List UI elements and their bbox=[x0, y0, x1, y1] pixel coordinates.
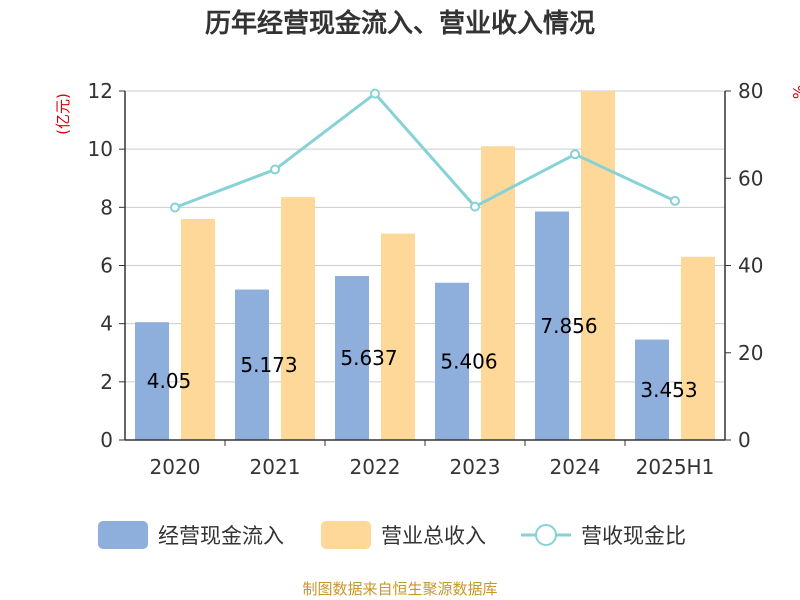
bar-cash-inflow bbox=[435, 282, 469, 440]
x-tick-label: 2023 bbox=[450, 455, 501, 479]
left-tick-label: 8 bbox=[100, 195, 113, 219]
bar-revenue bbox=[381, 233, 415, 440]
x-tick-label: 2021 bbox=[250, 455, 301, 479]
left-tick-label: 10 bbox=[88, 137, 113, 161]
bar-cash-inflow bbox=[335, 276, 369, 440]
bar-revenue bbox=[581, 91, 615, 440]
x-tick-label: 2022 bbox=[350, 455, 401, 479]
left-tick-label: 6 bbox=[100, 254, 113, 278]
right-tick-label: 20 bbox=[738, 341, 763, 365]
ratio-point bbox=[470, 201, 480, 212]
x-tick-label: 2025H1 bbox=[636, 455, 715, 479]
left-tick-label: 2 bbox=[100, 370, 113, 394]
data-label-cash-inflow: 4.05 bbox=[147, 369, 192, 393]
chart-title: 历年经营现金流入、营业收入情况 bbox=[205, 8, 595, 39]
ratio-point bbox=[370, 88, 380, 99]
data-source-note: 制图数据来自恒生聚源数据库 bbox=[302, 580, 497, 598]
ratio-point bbox=[670, 195, 680, 206]
ratio-line bbox=[174, 91, 676, 209]
bar-cash-inflow bbox=[635, 339, 669, 440]
x-tick-label: 2024 bbox=[550, 455, 601, 479]
bar-cash-inflow bbox=[235, 289, 269, 440]
legend-label-ratio: 营收现金比 bbox=[581, 524, 686, 548]
bar-revenue bbox=[681, 256, 715, 440]
bar-cash-inflow bbox=[135, 322, 169, 440]
bar-revenue bbox=[481, 146, 515, 440]
bars bbox=[135, 91, 715, 440]
right-tick-label: 80 bbox=[738, 79, 763, 103]
legend-item-ratio[interactable]: 营收现金比 bbox=[521, 524, 686, 548]
legend-marker-ratio bbox=[535, 524, 557, 546]
bar-cash-inflow bbox=[535, 211, 569, 440]
legend-item-revenue[interactable]: 营业总收入 bbox=[321, 521, 486, 549]
bar-revenue bbox=[181, 218, 215, 440]
right-axis: 0 20 40 60 80 bbox=[725, 79, 763, 452]
x-axis: 2020 2021 2022 2023 2024 2025H1 bbox=[150, 440, 715, 479]
legend-swatch-cash-inflow bbox=[98, 521, 148, 549]
data-label-cash-inflow: 5.406 bbox=[440, 349, 497, 373]
left-tick-label: 4 bbox=[100, 312, 113, 336]
right-tick-label: 40 bbox=[738, 254, 763, 278]
data-label-cash-inflow: 5.173 bbox=[240, 353, 297, 377]
left-axis: 0 2 4 6 8 10 12 bbox=[88, 79, 125, 452]
data-label-cash-inflow: 7.856 bbox=[540, 314, 597, 338]
legend-item-cash-inflow[interactable]: 经营现金流入 bbox=[98, 521, 284, 549]
ratio-point bbox=[570, 149, 580, 160]
right-tick-label: 60 bbox=[738, 166, 763, 190]
legend: 经营现金流入 营业总收入 营收现金比 bbox=[98, 521, 686, 549]
ratio-point bbox=[270, 164, 280, 175]
data-labels: 4.05 5.173 5.637 5.406 7.856 3.453 bbox=[147, 314, 698, 402]
bar-revenue bbox=[281, 197, 315, 440]
legend-label-revenue: 营业总收入 bbox=[381, 524, 486, 548]
left-tick-label: 12 bbox=[88, 79, 113, 103]
x-tick-label: 2020 bbox=[150, 455, 201, 479]
data-label-cash-inflow: 5.637 bbox=[340, 346, 397, 370]
legend-label-cash-inflow: 经营现金流入 bbox=[158, 524, 284, 548]
right-tick-label: 0 bbox=[738, 428, 751, 452]
ratio-line-series bbox=[170, 88, 680, 213]
left-tick-label: 0 bbox=[100, 428, 113, 452]
data-label-cash-inflow: 3.453 bbox=[640, 378, 697, 402]
legend-swatch-revenue bbox=[321, 521, 371, 549]
right-axis-unit: % bbox=[790, 85, 800, 99]
ratio-point bbox=[170, 202, 180, 213]
left-axis-unit: (亿元) bbox=[54, 93, 72, 135]
